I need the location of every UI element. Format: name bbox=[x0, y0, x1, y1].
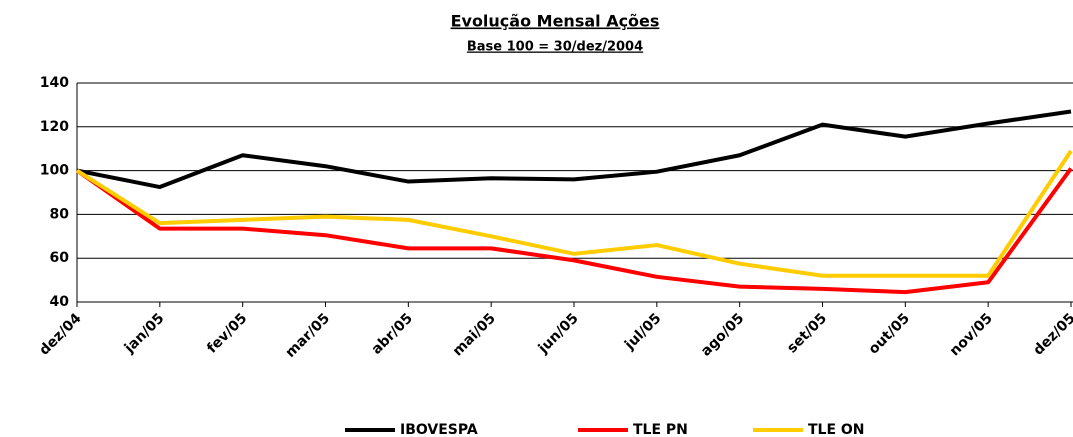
y-tick-label: 120 bbox=[40, 119, 69, 135]
x-tick-label: ago/05 bbox=[698, 310, 747, 359]
x-tick-label: mai/05 bbox=[450, 310, 499, 359]
legend-label: TLE PN bbox=[633, 422, 688, 437]
series-line bbox=[75, 149, 1073, 278]
y-tick-label: 140 bbox=[40, 75, 69, 91]
chart-title: Evolução Mensal Ações bbox=[451, 12, 660, 31]
y-tick-label: 60 bbox=[50, 250, 70, 266]
x-tick-label: out/05 bbox=[866, 310, 913, 357]
legend-label: IBOVESPA bbox=[400, 422, 478, 437]
y-tick-label: 80 bbox=[50, 206, 70, 222]
x-tick-label: jan/05 bbox=[121, 310, 168, 357]
x-tick-label: mar/05 bbox=[283, 310, 334, 361]
x-tick-label: jul/05 bbox=[621, 310, 664, 353]
x-tick-label: abr/05 bbox=[369, 310, 416, 357]
x-tick-label: nov/05 bbox=[947, 310, 996, 359]
series-line bbox=[76, 109, 1072, 190]
y-tick-label: 100 bbox=[40, 163, 69, 179]
legend-label: TLE ON bbox=[808, 422, 865, 437]
x-tick-label: dez/04 bbox=[36, 310, 84, 358]
x-tick-label: dez/05 bbox=[1030, 310, 1073, 358]
x-tick-label: fev/05 bbox=[204, 310, 250, 356]
y-tick-label: 40 bbox=[50, 294, 70, 310]
x-tick-label: jun/05 bbox=[535, 310, 582, 357]
series-line bbox=[75, 167, 1073, 295]
x-tick-label: set/05 bbox=[784, 310, 830, 356]
chart-subtitle: Base 100 = 30/dez/2004 bbox=[467, 40, 643, 55]
